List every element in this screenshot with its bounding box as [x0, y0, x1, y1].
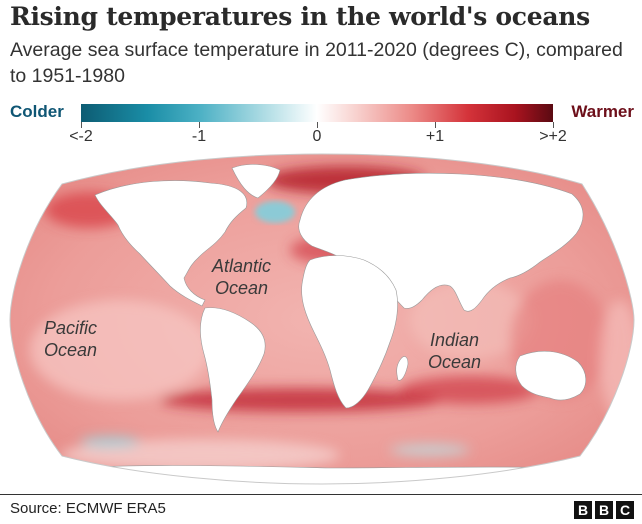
atlantic-ocean-label: Atlantic Ocean [212, 256, 272, 298]
legend-tick-label: 0 [312, 128, 322, 145]
legend-tick-mark [317, 122, 318, 128]
bbc-logo-block: B [574, 501, 592, 519]
bbc-logo-block: C [616, 501, 634, 519]
legend-tick-label: >+2 [539, 128, 567, 145]
legend-tick-mark [435, 122, 436, 128]
map-outline [9, 153, 635, 485]
legend-high-label: Warmer [571, 102, 634, 121]
legend-low-label: Colder [10, 102, 64, 121]
legend-tick-label: <-2 [69, 128, 93, 145]
bbc-logo-block: B [595, 501, 613, 519]
australia [515, 350, 587, 401]
bbc-logo: B B C [574, 501, 634, 519]
chart-title: Rising temperatures in the world's ocean… [10, 2, 590, 31]
footer-divider [0, 494, 642, 495]
north-america [94, 180, 248, 307]
legend-tick-label: -1 [191, 128, 207, 145]
source-note: Source: ECMWF ERA5 [10, 500, 166, 517]
legend-tick-mark [553, 122, 554, 128]
chart-subtitle: Average sea surface temperature in 2011-… [10, 39, 623, 87]
legend-colorbar [81, 104, 553, 122]
pacific-ocean-label: Pacific Ocean [44, 318, 98, 360]
africa [301, 255, 398, 409]
greenland [231, 164, 281, 199]
south-america [200, 307, 266, 433]
indian-ocean-label: Indian Ocean [428, 330, 482, 372]
antarctica [10, 465, 634, 484]
world-ocean-map [9, 153, 635, 485]
north-atlantic-cold-patch [255, 201, 295, 223]
madagascar [396, 356, 409, 381]
legend-tick-mark [199, 122, 200, 128]
legend-tick-mark [81, 122, 82, 128]
legend-tick-label: +1 [425, 128, 445, 145]
